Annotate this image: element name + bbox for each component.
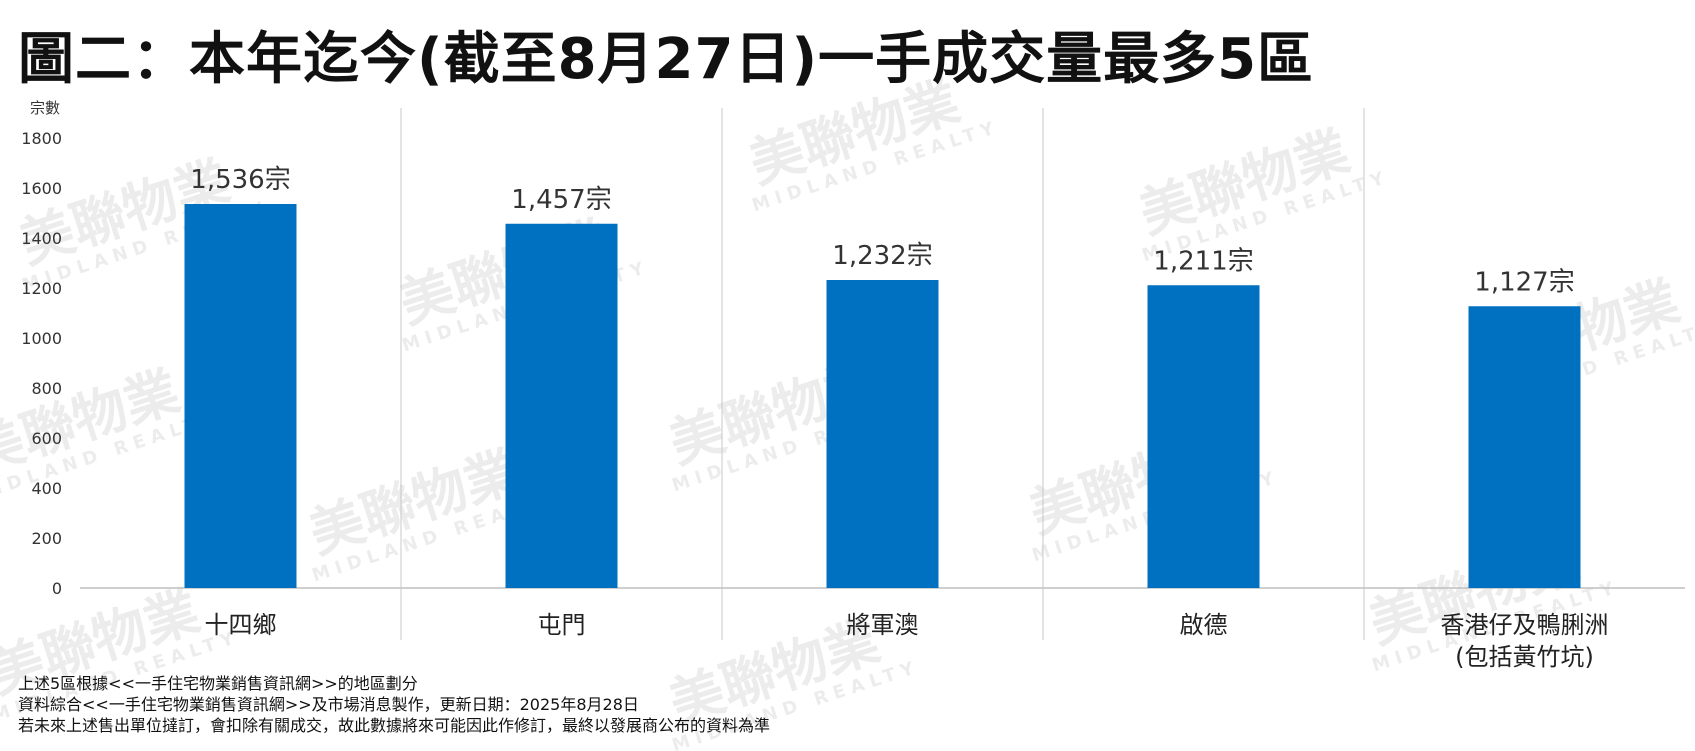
y-tick-label: 200 xyxy=(31,529,62,548)
y-tick-label: 1600 xyxy=(21,179,62,198)
note-line: 若未來上述售出單位撻訂，會扣除有關成交，故此數據將來可能因此作修訂，最終以發展商… xyxy=(18,716,771,735)
note-line: 資料綜合<<一手住宅物業銷售資訊網>>及市場消息製作，更新日期：2025年8月2… xyxy=(18,695,639,714)
y-tick-label: 400 xyxy=(31,479,62,498)
y-tick-label: 1000 xyxy=(21,329,62,348)
chart-bars xyxy=(184,204,1581,588)
y-tick-label: 800 xyxy=(31,379,62,398)
bar xyxy=(1147,285,1260,588)
note-line: 上述5區根據<<一手住宅物業銷售資訊網>>的地區劃分 xyxy=(18,674,418,693)
x-tick-label: 啟德 xyxy=(1180,611,1228,639)
x-tick-label: 將軍澳 xyxy=(847,611,919,639)
bar xyxy=(184,204,297,588)
bar xyxy=(505,223,618,588)
chart-axes: 宗數 0 200 400 600 800 1000 1200 1400 1600 1800 xyxy=(21,99,1685,640)
data-label: 1,127宗 xyxy=(1474,267,1574,297)
chart-notes: 上述5區根據<<一手住宅物業銷售資訊網>>的地區劃分 資料綜合<<一手住宅物業銷… xyxy=(18,673,770,736)
y-tick-label: 600 xyxy=(31,429,62,448)
y-tick-label: 1200 xyxy=(21,279,62,298)
x-tick-label: 屯門 xyxy=(538,611,586,639)
data-label: 1,232宗 xyxy=(832,241,932,271)
y-tick-label: 1400 xyxy=(21,229,62,248)
y-tick-label: 1800 xyxy=(21,129,62,148)
x-tick-label: 十四鄉 xyxy=(205,611,277,639)
bar xyxy=(1468,306,1581,588)
chart-title: 圖二：本年迄今(截至8月27日)一手成交量最多5區 xyxy=(18,27,1315,92)
y-axis-label: 宗數 xyxy=(30,99,60,117)
data-label: 1,536宗 xyxy=(190,165,290,195)
y-tick-label: 0 xyxy=(52,579,62,598)
x-tick-label: 香港仔及鴨脷洲 xyxy=(1441,611,1609,639)
x-tick-label: (包括黃竹坑) xyxy=(1455,643,1594,671)
data-label: 1,211宗 xyxy=(1153,246,1253,276)
bar xyxy=(826,280,939,588)
data-label: 1,457宗 xyxy=(511,185,611,215)
